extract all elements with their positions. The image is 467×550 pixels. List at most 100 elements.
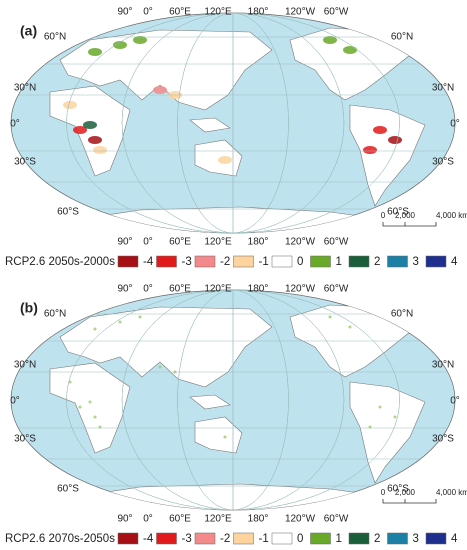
change-patch xyxy=(328,315,332,319)
change-patch xyxy=(93,146,107,154)
latitude-label: 60°S xyxy=(57,484,79,495)
legend-swatch xyxy=(233,532,254,545)
longitude-label: 0° xyxy=(143,284,153,295)
latitude-label: 0° xyxy=(450,396,460,407)
change-patch xyxy=(133,36,147,44)
latitude-label: 30°S xyxy=(432,157,454,168)
legend-swatch xyxy=(117,532,139,545)
legend-label: -1 xyxy=(259,256,269,268)
change-patch xyxy=(118,320,122,324)
legend-swatch xyxy=(271,532,293,545)
scale-label: 0 xyxy=(381,488,386,497)
scale-label: 2,000 xyxy=(395,488,416,497)
longitude-label: 90° xyxy=(117,7,132,18)
meridian xyxy=(66,290,400,510)
change-patch xyxy=(93,415,97,419)
longitude-label: 60°E xyxy=(169,284,191,295)
change-patch xyxy=(68,380,72,384)
change-patch xyxy=(393,415,397,419)
legend-label: 2 xyxy=(374,533,380,545)
change-patch xyxy=(73,126,87,134)
longitude-label: 60°W xyxy=(324,237,349,248)
scale-label: 2,000 xyxy=(395,211,416,220)
latitude-label: 0° xyxy=(10,396,20,407)
legend-swatch xyxy=(387,255,408,268)
panel-label: (a) xyxy=(20,23,37,39)
longitude-label: 180° xyxy=(248,514,269,525)
legend-label: -4 xyxy=(143,256,154,268)
longitude-label: 180° xyxy=(248,7,269,18)
latitude-label: 30°S xyxy=(14,157,36,168)
longitude-label: 180° xyxy=(248,284,269,295)
legend-swatch xyxy=(348,532,370,545)
latitude-label: 60°N xyxy=(391,32,413,43)
meridian xyxy=(121,290,345,510)
meridian xyxy=(66,13,400,233)
latitude-label: 60°N xyxy=(44,32,66,43)
legend-label: -2 xyxy=(220,256,230,268)
legend-swatch xyxy=(194,255,216,268)
scale-bar xyxy=(382,499,437,504)
legend-swatch xyxy=(156,255,177,268)
legend-label: 1 xyxy=(336,533,342,545)
change-patch xyxy=(83,121,97,129)
meridian xyxy=(121,13,345,233)
latitude-label: 60°N xyxy=(391,309,413,320)
change-patch xyxy=(63,101,77,109)
legend-swatch xyxy=(348,255,370,268)
longitude-label: 90° xyxy=(117,237,132,248)
map-panel: (b) 90° 90° 0° 0° 60°E 60°E 120°E 120°E 180° 180° 1… xyxy=(5,284,467,545)
latitude-label: 0° xyxy=(450,119,460,130)
legend-swatch xyxy=(233,255,254,268)
legend-swatch xyxy=(425,532,447,545)
legend-title: RCP2.6 2050s-2000s xyxy=(5,256,115,268)
land-layer xyxy=(11,290,455,510)
latitude-label: 30°N xyxy=(432,360,454,371)
land-layer xyxy=(11,13,455,233)
legend-label: 2 xyxy=(374,256,380,268)
legend-swatch xyxy=(117,255,139,268)
change-patch xyxy=(158,365,162,369)
change-patch xyxy=(363,146,377,154)
longitude-label: 0° xyxy=(143,514,153,525)
longitude-label: 60°E xyxy=(169,237,191,248)
legend-label: -1 xyxy=(259,533,269,545)
scale-label: 0 xyxy=(381,211,386,220)
longitude-label: 180° xyxy=(248,237,269,248)
legend-label: 1 xyxy=(336,256,342,268)
longitude-label: 90° xyxy=(117,284,132,295)
latitude-label: 60°S xyxy=(387,207,409,218)
longitude-label: 120°E xyxy=(204,237,232,248)
change-patch xyxy=(378,405,382,409)
legend-label: 4 xyxy=(451,533,458,545)
legend-label: 3 xyxy=(413,256,419,268)
change-patch xyxy=(223,435,227,439)
change-patch xyxy=(153,86,167,94)
legend-swatch xyxy=(271,255,293,268)
latitude-label: 60°S xyxy=(387,484,409,495)
legend-label: -2 xyxy=(220,533,230,545)
longitude-label: 120°W xyxy=(285,237,316,248)
latitude-label: 60°N xyxy=(44,309,66,320)
change-patch xyxy=(323,36,337,44)
change-patch xyxy=(138,315,142,319)
longitude-label: 60°E xyxy=(169,7,191,18)
panel-label: (b) xyxy=(20,300,38,316)
latitude-label: 30°N xyxy=(432,83,454,94)
change-patch xyxy=(93,327,97,331)
legend-label: 4 xyxy=(451,256,458,268)
meridian xyxy=(177,13,289,233)
legend-swatch xyxy=(425,255,447,268)
change-patch xyxy=(388,136,402,144)
legend-swatch xyxy=(310,532,331,545)
scale-label: 4,000 km xyxy=(436,488,467,497)
longitude-label: 90° xyxy=(117,514,132,525)
latitude-label: 60°S xyxy=(57,207,79,218)
longitude-label: 0° xyxy=(143,7,153,18)
longitude-label: 120°E xyxy=(204,514,232,525)
longitude-label: 60°W xyxy=(324,7,349,18)
longitude-label: 60°W xyxy=(324,284,349,295)
latitude-label: 30°N xyxy=(14,83,36,94)
legend-label: -3 xyxy=(182,533,192,545)
